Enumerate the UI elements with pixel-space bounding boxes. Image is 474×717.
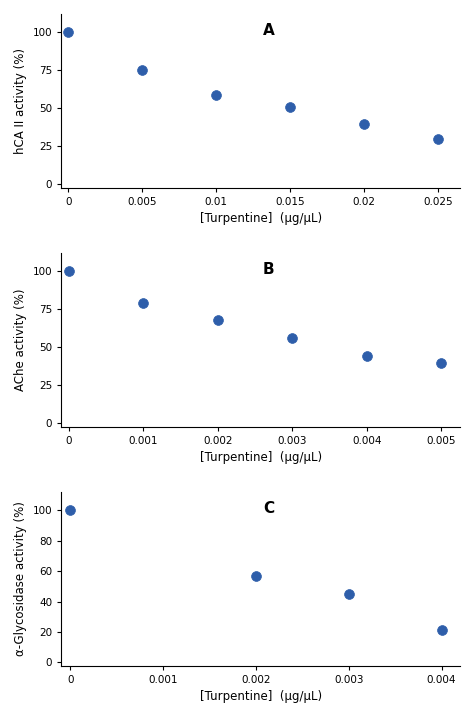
Text: A: A bbox=[263, 22, 274, 37]
Point bbox=[139, 298, 147, 309]
Point bbox=[138, 65, 146, 76]
Point bbox=[345, 588, 353, 599]
Text: C: C bbox=[263, 500, 274, 516]
Point bbox=[363, 351, 371, 362]
Point bbox=[289, 333, 296, 344]
Point bbox=[214, 314, 221, 326]
Point bbox=[66, 505, 74, 516]
Point bbox=[252, 570, 260, 581]
Y-axis label: AChe activity (%): AChe activity (%) bbox=[14, 288, 27, 391]
Point bbox=[438, 625, 446, 636]
Point bbox=[286, 101, 294, 113]
Point bbox=[64, 27, 72, 38]
Point bbox=[65, 265, 73, 277]
Point bbox=[360, 118, 368, 129]
X-axis label: [Turpentine]  (μg/μL): [Turpentine] (μg/μL) bbox=[200, 212, 322, 225]
X-axis label: [Turpentine]  (μg/μL): [Turpentine] (μg/μL) bbox=[200, 451, 322, 464]
Point bbox=[438, 357, 445, 369]
Point bbox=[434, 133, 442, 145]
X-axis label: [Turpentine]  (μg/μL): [Turpentine] (μg/μL) bbox=[200, 690, 322, 703]
Y-axis label: α-Glycosidase activity (%): α-Glycosidase activity (%) bbox=[14, 501, 27, 656]
Point bbox=[212, 89, 220, 100]
Y-axis label: hCA II activity (%): hCA II activity (%) bbox=[14, 48, 27, 153]
Text: B: B bbox=[263, 262, 274, 277]
